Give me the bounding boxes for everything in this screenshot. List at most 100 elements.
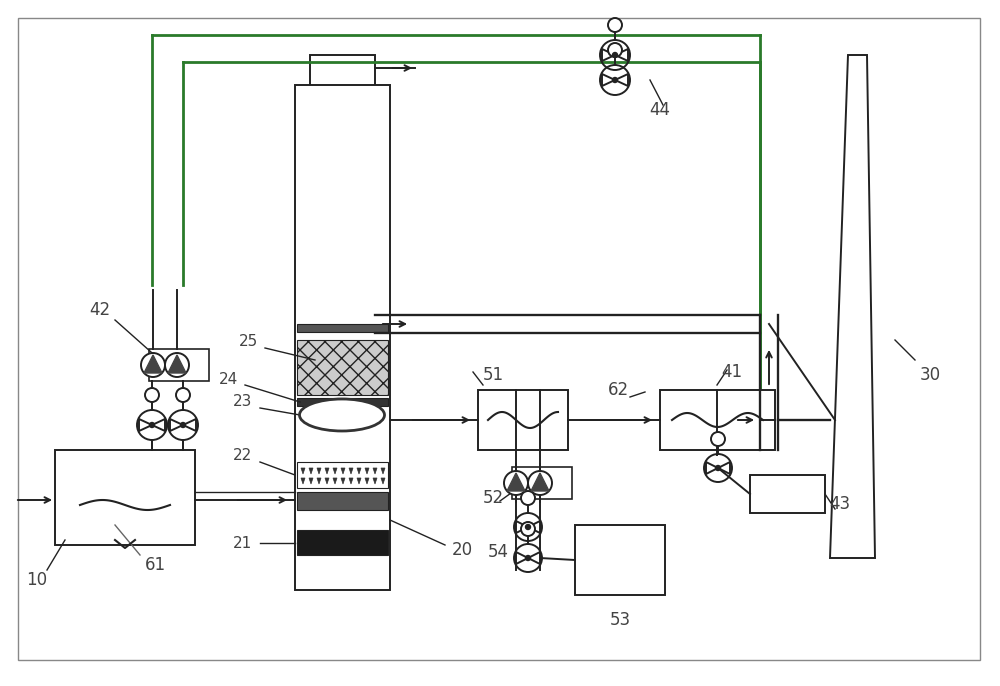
- Polygon shape: [183, 419, 196, 431]
- Polygon shape: [531, 473, 549, 491]
- Polygon shape: [373, 478, 377, 484]
- Circle shape: [176, 388, 190, 402]
- Circle shape: [612, 53, 618, 58]
- Text: M: M: [180, 390, 186, 399]
- Text: M: M: [715, 434, 721, 444]
- Polygon shape: [602, 74, 615, 86]
- Bar: [310, 55, 375, 105]
- Text: 20: 20: [451, 541, 473, 559]
- Polygon shape: [507, 473, 525, 491]
- Text: 44: 44: [650, 101, 670, 119]
- Bar: [55, 450, 195, 545]
- Polygon shape: [309, 468, 313, 474]
- Bar: [149, 349, 209, 381]
- Bar: [512, 467, 572, 499]
- Text: 41: 41: [721, 363, 743, 381]
- Circle shape: [528, 471, 552, 495]
- Polygon shape: [139, 419, 152, 431]
- Bar: [297, 340, 388, 395]
- Polygon shape: [381, 468, 385, 474]
- Text: 43: 43: [829, 495, 851, 513]
- Bar: [295, 85, 390, 590]
- Polygon shape: [144, 355, 162, 373]
- Polygon shape: [301, 478, 305, 484]
- Polygon shape: [365, 478, 369, 484]
- Polygon shape: [333, 468, 337, 474]
- Polygon shape: [706, 462, 718, 474]
- Bar: [750, 475, 825, 513]
- Polygon shape: [349, 468, 353, 474]
- Polygon shape: [301, 468, 305, 474]
- Polygon shape: [170, 419, 183, 431]
- Polygon shape: [317, 468, 321, 474]
- Text: 54: 54: [488, 543, 509, 561]
- Circle shape: [504, 471, 528, 495]
- Ellipse shape: [300, 399, 384, 431]
- Text: M: M: [525, 493, 531, 503]
- Text: M: M: [612, 45, 618, 54]
- Polygon shape: [830, 55, 875, 558]
- Text: 42: 42: [89, 301, 111, 319]
- Text: 30: 30: [919, 366, 941, 384]
- Circle shape: [165, 353, 189, 377]
- Polygon shape: [381, 478, 385, 484]
- Bar: [297, 462, 388, 488]
- Circle shape: [150, 423, 154, 427]
- Text: 51: 51: [482, 366, 504, 384]
- Polygon shape: [317, 478, 321, 484]
- Polygon shape: [602, 49, 615, 61]
- Polygon shape: [325, 468, 329, 474]
- Text: 21: 21: [233, 536, 253, 550]
- Polygon shape: [309, 478, 313, 484]
- Polygon shape: [373, 468, 377, 474]
- Bar: [297, 492, 388, 510]
- Polygon shape: [528, 521, 540, 533]
- Circle shape: [608, 43, 622, 57]
- Bar: [297, 398, 388, 406]
- Circle shape: [716, 466, 720, 471]
- Circle shape: [141, 353, 165, 377]
- Text: 10: 10: [26, 571, 48, 589]
- Polygon shape: [516, 552, 528, 564]
- Polygon shape: [615, 49, 628, 61]
- Polygon shape: [615, 74, 628, 86]
- Circle shape: [521, 491, 535, 505]
- Text: 61: 61: [144, 556, 166, 574]
- Bar: [575, 525, 665, 595]
- Bar: [297, 324, 388, 332]
- Circle shape: [526, 556, 530, 560]
- Bar: [478, 390, 568, 450]
- Text: M: M: [525, 525, 531, 534]
- Polygon shape: [341, 468, 345, 474]
- Text: 53: 53: [609, 611, 631, 629]
- Text: 23: 23: [233, 394, 253, 410]
- Circle shape: [608, 18, 622, 32]
- Polygon shape: [357, 478, 361, 484]
- Text: M: M: [612, 21, 618, 29]
- Circle shape: [180, 423, 186, 427]
- Polygon shape: [349, 478, 353, 484]
- Circle shape: [711, 432, 725, 446]
- Polygon shape: [168, 355, 186, 373]
- Bar: [297, 530, 388, 555]
- Text: 22: 22: [233, 449, 253, 464]
- Bar: [660, 390, 775, 450]
- Polygon shape: [718, 462, 730, 474]
- Polygon shape: [357, 468, 361, 474]
- Circle shape: [612, 78, 618, 82]
- Text: 52: 52: [482, 489, 504, 507]
- Circle shape: [145, 388, 159, 402]
- Text: 62: 62: [607, 381, 629, 399]
- Text: M: M: [149, 390, 155, 399]
- Polygon shape: [516, 521, 528, 533]
- Circle shape: [526, 525, 530, 530]
- Text: 25: 25: [238, 335, 258, 349]
- Polygon shape: [528, 552, 540, 564]
- Text: 24: 24: [218, 372, 238, 386]
- Polygon shape: [325, 478, 329, 484]
- Polygon shape: [333, 478, 337, 484]
- Polygon shape: [365, 468, 369, 474]
- Circle shape: [521, 522, 535, 536]
- Polygon shape: [152, 419, 165, 431]
- Polygon shape: [341, 478, 345, 484]
